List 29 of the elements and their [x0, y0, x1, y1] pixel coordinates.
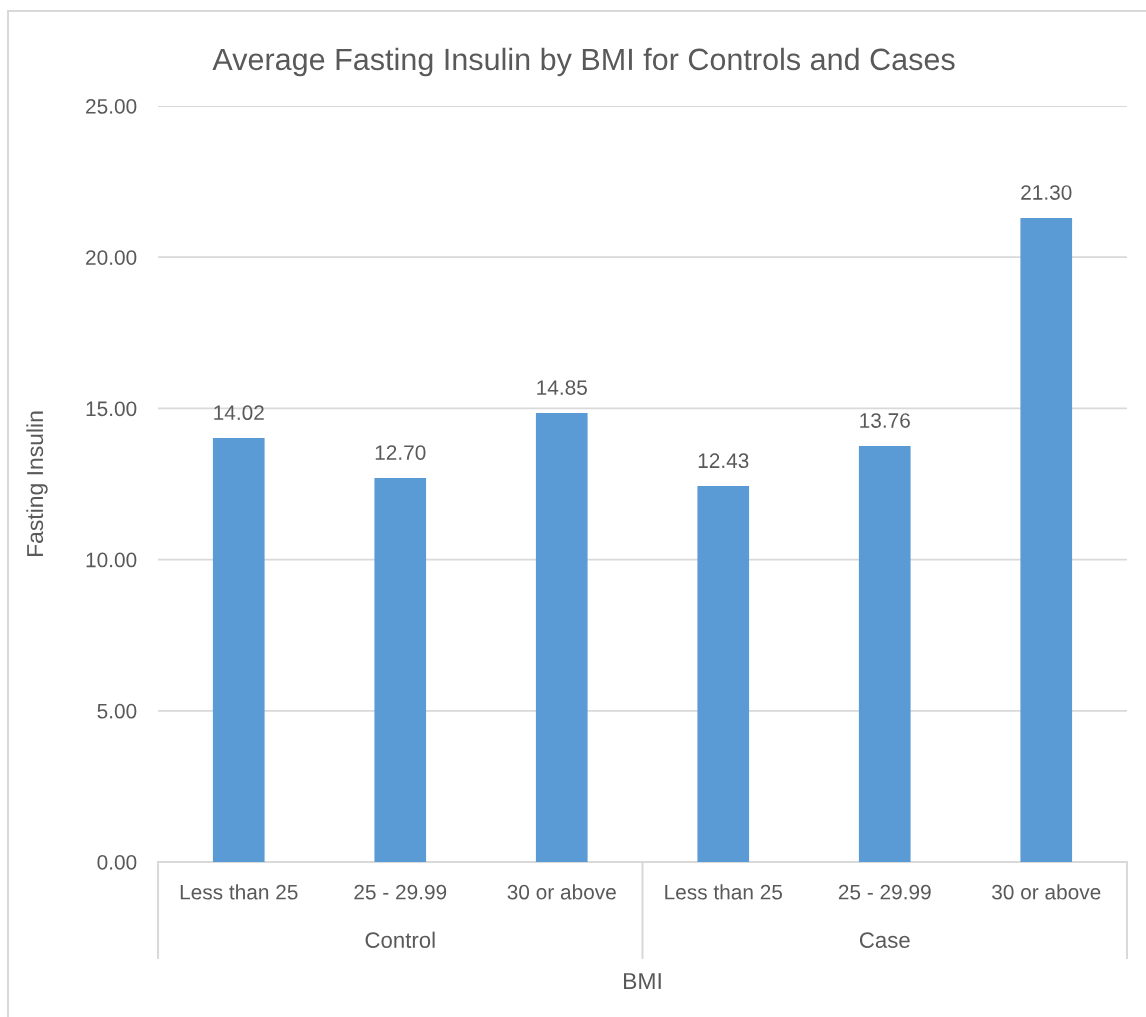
bar — [1020, 217, 1073, 862]
x-axis-title: BMI — [624, 973, 661, 989]
x-tick-label: 30 or above — [992, 884, 1101, 900]
y-tick-label: 20.00 — [86, 250, 137, 265]
chart-title: Average Fasting Insulin by BMI for Controls and Cases — [212, 47, 955, 77]
bar — [697, 486, 750, 862]
bar — [374, 477, 427, 862]
y-tick-label: 5.00 — [97, 703, 137, 719]
y-tick-label: 25.00 — [86, 99, 137, 114]
data-label: 12.43 — [698, 453, 749, 469]
y-tick-label: 10.00 — [86, 552, 137, 568]
x-tick-label: Less than 25 — [665, 884, 783, 900]
y-axis-title: Fasting Insulin — [26, 411, 48, 556]
x-tick-label: Less than 25 — [180, 884, 298, 900]
text: Case — [859, 932, 910, 948]
data-label: 12.70 — [375, 445, 426, 460]
data-label: 21.30 — [1021, 185, 1072, 200]
data-label: 14.85 — [537, 380, 587, 395]
y-tick-label: 0.00 — [97, 855, 137, 870]
y-tick-label: 15.00 — [86, 401, 137, 417]
data-label: 14.02 — [214, 405, 264, 421]
x-tick-label: 25 - 29.99 — [838, 884, 931, 900]
x-tick-label: 30 or above — [507, 884, 616, 900]
bar — [212, 438, 265, 862]
text: Control — [365, 931, 435, 948]
bar — [858, 445, 911, 862]
data-label: 13.76 — [860, 413, 910, 428]
bar — [535, 412, 588, 862]
x-tick-label: 25 - 29.99 — [354, 884, 447, 900]
